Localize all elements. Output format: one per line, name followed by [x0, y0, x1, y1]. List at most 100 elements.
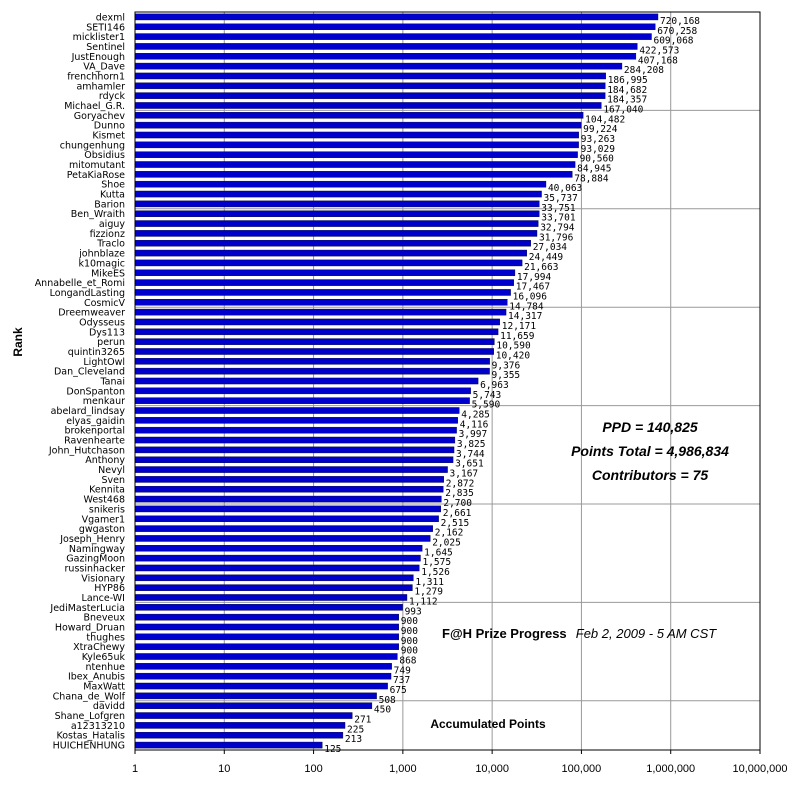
contributors-annotation: Contributors = 75: [592, 467, 709, 483]
category-label: XtraChewy: [73, 642, 125, 653]
prize-date: Feb 2, 2009 - 5 AM CST: [576, 626, 717, 641]
data-label: 900: [401, 616, 418, 627]
data-label: 35,737: [544, 193, 578, 204]
category-label: Nevyl: [98, 465, 125, 476]
bar: [134, 397, 470, 404]
bar: [134, 269, 516, 277]
bar: [134, 289, 511, 296]
x-tick-label: 1,000,000: [646, 763, 695, 775]
category-label: aiguy: [99, 219, 126, 230]
bar: [134, 259, 523, 267]
data-label: 1,575: [422, 557, 451, 568]
bar: [134, 92, 606, 99]
data-label: 3,744: [456, 449, 485, 460]
category-label: Kutta: [100, 190, 125, 201]
category-label: PetaKiaRose: [67, 170, 125, 181]
bar: [134, 633, 399, 641]
bar: [134, 672, 392, 680]
bar: [134, 682, 388, 690]
bar: [134, 72, 606, 80]
bar: [134, 436, 456, 444]
data-label: 32,794: [540, 223, 575, 234]
data-label: 749: [394, 665, 411, 676]
data-label: 609,068: [653, 36, 693, 47]
category-label: Sven: [101, 475, 125, 486]
data-label: 3,825: [457, 439, 486, 450]
data-label: 4,285: [461, 410, 490, 421]
bar: [134, 200, 540, 208]
category-label: HUICHENHUNG: [53, 741, 125, 752]
data-label: 16,096: [513, 291, 548, 302]
data-label: 90,560: [580, 154, 615, 165]
bars: [134, 13, 659, 749]
category-label: Dunno: [94, 121, 125, 132]
bar: [134, 328, 499, 336]
bar: [134, 731, 344, 739]
data-label: 33,751: [541, 203, 576, 214]
category-label: Visionary: [81, 573, 125, 584]
data-label: 93,029: [581, 144, 616, 155]
data-label: 93,263: [581, 134, 615, 145]
category-label: Sentinel: [86, 42, 125, 53]
bar: [134, 141, 579, 149]
category-label: Goryachev: [74, 111, 126, 122]
data-label: 27,034: [533, 242, 568, 253]
data-label: 167,040: [603, 104, 643, 115]
bar: [134, 112, 584, 119]
bar: [134, 82, 606, 90]
data-label: 184,682: [607, 85, 647, 96]
category-label: russinhacker: [65, 563, 126, 574]
data-label: 33,701: [541, 213, 576, 224]
bar: [134, 387, 471, 395]
data-label: 900: [401, 646, 418, 657]
category-label: abelard_lindsay: [51, 406, 126, 417]
data-labels: 720,168670,258609,068422,573407,168284,2…: [324, 16, 700, 755]
category-label: quintin3265: [68, 347, 125, 358]
bar: [134, 308, 507, 316]
category-label: Dys113: [89, 327, 125, 338]
data-label: 675: [390, 685, 407, 696]
category-label: GazingMoon: [66, 554, 125, 565]
category-label: ntenhue: [86, 662, 126, 673]
data-label: 9,355: [492, 370, 521, 381]
data-label: 21,663: [524, 262, 558, 273]
category-label: Kostas_Hatalis: [56, 731, 125, 742]
data-label: 2,515: [441, 518, 470, 529]
bar: [134, 574, 414, 582]
bar: [134, 692, 377, 700]
category-label: davidd: [93, 701, 125, 712]
category-label: Barion: [94, 199, 125, 210]
category-label: snikeris: [89, 504, 125, 515]
bar: [134, 525, 433, 532]
bar: [134, 13, 659, 21]
category-label: LongandLasting: [50, 288, 125, 299]
bar: [134, 121, 582, 129]
x-tick-label: 1,000: [389, 763, 417, 775]
x-axis-title: Accumulated Points: [430, 717, 546, 731]
category-label: dexml: [96, 12, 125, 23]
bar: [134, 623, 399, 631]
category-label: amhamler: [76, 81, 125, 92]
bar: [134, 417, 458, 424]
category-label: Anthony: [85, 455, 125, 466]
bar: [134, 584, 413, 591]
category-label: Vgamer1: [82, 514, 125, 525]
category-label: Kyle65uk: [82, 652, 126, 663]
data-label: 1,279: [414, 587, 443, 598]
category-label: Lance-WI: [82, 593, 125, 604]
x-tick-label: 100: [304, 763, 322, 775]
bar: [134, 466, 448, 473]
data-label: 3,651: [455, 459, 484, 470]
x-tick-label: 10,000: [475, 763, 509, 775]
category-label: mitomutant: [69, 160, 125, 171]
category-label: Dan_Cleveland: [54, 367, 125, 378]
category-label: Kismet: [92, 131, 125, 142]
bar: [134, 338, 495, 345]
data-label: 868: [399, 656, 416, 667]
bar: [134, 554, 421, 562]
data-label: 9,376: [492, 360, 521, 371]
data-label: 186,995: [608, 75, 648, 86]
category-label: Michael_G.R.: [64, 101, 125, 112]
category-label: a12313210: [71, 721, 125, 732]
